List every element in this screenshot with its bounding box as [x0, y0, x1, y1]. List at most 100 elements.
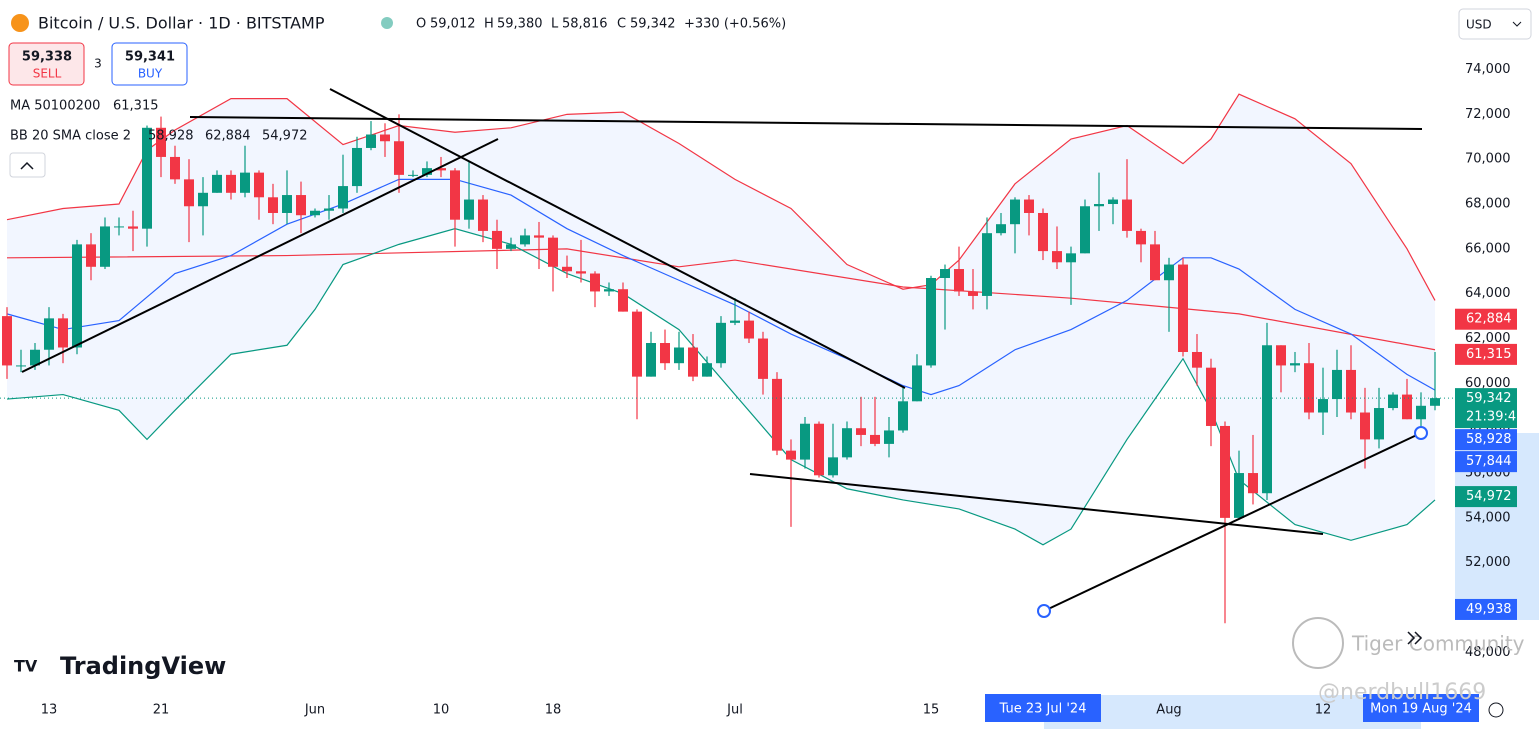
candle-body — [1318, 399, 1328, 413]
sell-button[interactable] — [8, 42, 85, 86]
candle-body — [828, 457, 838, 476]
handle[interactable] — [1414, 426, 1428, 440]
price-tag-label: 62,884 — [1466, 312, 1512, 327]
candle-body — [170, 156, 180, 180]
candle-body — [1052, 251, 1062, 263]
trend-line[interactable] — [1043, 432, 1422, 612]
candle-body — [604, 289, 614, 292]
x-tick-label: 13 — [41, 703, 58, 718]
candle-body — [1248, 473, 1258, 494]
price-tag — [1455, 451, 1517, 473]
candle-body — [114, 226, 124, 228]
x-tick-label: Jun — [304, 703, 325, 718]
indicator-value: 61,315 — [113, 99, 159, 114]
candle-body — [1206, 367, 1216, 426]
candle-body — [268, 197, 278, 213]
candle-body — [394, 141, 404, 175]
price-tag-sub: 21:39:47 — [1466, 410, 1524, 425]
x-tick-label: 10 — [433, 703, 450, 718]
candle-body — [254, 172, 264, 198]
candle-body — [16, 365, 26, 367]
trend-line[interactable] — [329, 88, 906, 389]
candle-body — [1388, 394, 1398, 409]
buy-button[interactable] — [111, 42, 188, 86]
candle-body — [1220, 425, 1230, 518]
x-tick-label: 18 — [545, 703, 562, 718]
candle-body — [240, 172, 250, 193]
buy-label: BUY — [138, 67, 163, 81]
settings-button[interactable] — [1488, 702, 1504, 718]
y-tick-label: 66,000 — [1465, 241, 1511, 256]
ohlc-label: O — [416, 17, 426, 32]
candle-body — [520, 235, 530, 245]
candle-body — [758, 338, 768, 379]
candle-body — [800, 423, 810, 460]
trend-line[interactable] — [189, 116, 1423, 130]
candle-body — [1178, 264, 1188, 352]
candle-body — [912, 365, 922, 402]
candle-body — [422, 168, 432, 175]
candle-body — [1150, 244, 1160, 281]
x-tick-label: 12 — [1315, 703, 1332, 718]
logo-mark: TV — [14, 657, 38, 676]
bb-basis-line — [6, 178, 1436, 396]
candle-body — [338, 186, 348, 209]
y-tick-label: 62,000 — [1465, 331, 1511, 346]
x-tick-label: 21 — [153, 703, 170, 718]
y-tick-label: 72,000 — [1465, 107, 1511, 122]
scroll-button[interactable] — [1407, 631, 1423, 645]
candle-body — [1374, 408, 1384, 440]
candle-body — [1430, 398, 1440, 406]
status-dot — [381, 17, 393, 29]
candle-body — [744, 320, 754, 339]
price-tag — [1455, 486, 1517, 508]
candle-body — [632, 311, 642, 377]
candle-body — [44, 318, 54, 350]
candle-body — [436, 168, 446, 171]
candle-body — [730, 320, 740, 323]
trend-lines — [21, 88, 1428, 618]
trend-line[interactable] — [21, 138, 499, 373]
ohlc-value: 59,380 — [497, 17, 543, 32]
candle-body — [1066, 253, 1076, 263]
sell-price: 59,338 — [22, 50, 72, 65]
candle-body — [562, 266, 572, 272]
price-tag-label: 54,972 — [1466, 489, 1512, 504]
candle-body — [772, 378, 782, 451]
indicator-label[interactable]: BB 20 SMA close 2 — [10, 129, 131, 144]
candle-body — [716, 322, 726, 364]
candle-body — [954, 269, 964, 292]
candle-body — [1304, 363, 1314, 413]
currency-button[interactable] — [1458, 8, 1532, 40]
price-tag-label: 49,938 — [1466, 602, 1512, 617]
handle[interactable] — [1037, 604, 1051, 618]
price-tag-label: 59,342 — [1466, 391, 1512, 406]
collapse-icon — [20, 161, 34, 170]
y-tick-label: 74,000 — [1465, 62, 1511, 77]
indicator-label[interactable]: MA 50100200 — [10, 99, 100, 114]
candle-body — [156, 127, 166, 157]
candle-body — [1262, 345, 1272, 494]
candle-body — [842, 428, 852, 458]
candle-body — [324, 208, 334, 211]
candle-body — [1094, 204, 1104, 207]
candle-body — [198, 192, 208, 207]
x-marker-box — [1363, 694, 1479, 722]
ohlc-value: 59,012 — [430, 17, 476, 32]
candle-body — [366, 134, 376, 148]
collapse-button[interactable] — [9, 152, 46, 178]
y-tick-label: 70,000 — [1465, 152, 1511, 167]
candle-body — [940, 269, 950, 278]
axis-range — [1044, 695, 1421, 729]
candle-body — [674, 347, 684, 364]
bb-upper-line — [6, 93, 1436, 301]
watermark: Tiger Community — [1351, 632, 1525, 656]
candle-body — [184, 179, 194, 207]
candle-body — [408, 174, 418, 176]
candle-body — [492, 230, 502, 249]
candle-body — [688, 347, 698, 377]
candle-body — [1136, 230, 1146, 245]
dropdown-icon — [1512, 21, 1522, 27]
candle-body — [968, 291, 978, 296]
